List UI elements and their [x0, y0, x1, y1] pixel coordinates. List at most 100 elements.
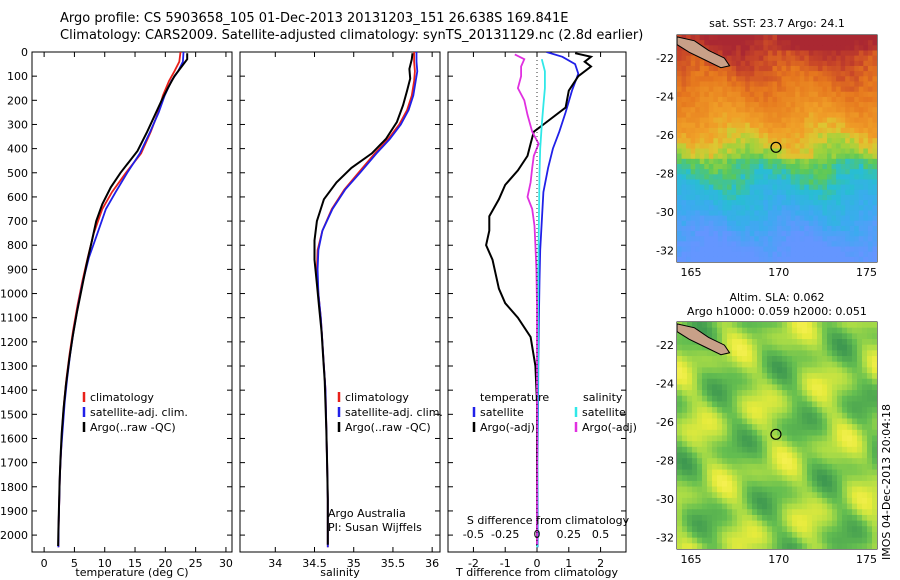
sla_map-cell: [782, 367, 788, 374]
sst_map-cell: [722, 35, 728, 41]
sla_map-cell: [762, 384, 768, 391]
sst_map-cell: [817, 122, 824, 129]
sst_map-cell: [772, 231, 778, 237]
sst_map-cell: [745, 231, 751, 237]
sla_map-cell: [792, 435, 798, 442]
sst_map-cell: [786, 163, 792, 170]
sla_map-cell: [822, 344, 828, 351]
sst_map-cell: [831, 236, 837, 242]
sst_map-cell: [754, 91, 760, 98]
sla_map-cell: [772, 497, 778, 505]
sst_map-cell: [863, 189, 869, 196]
sst_map-cell: [690, 96, 696, 103]
sla_map-cell: [827, 378, 833, 386]
sst_map-cell: [731, 179, 737, 186]
sst_map-cell: [736, 91, 742, 98]
sst_map-cell: [677, 81, 683, 88]
sla_map-cell: [697, 520, 703, 527]
sst_map-cell: [790, 107, 796, 113]
sst_map-cell: [799, 45, 805, 52]
sst_map-cell: [777, 194, 783, 201]
sst_map-cell: [686, 220, 692, 227]
sst_map-cell: [781, 179, 787, 186]
sla_map-cell: [747, 418, 753, 425]
sst_map-cell: [727, 225, 733, 232]
sst_map-cell: [790, 231, 796, 237]
sla_map-cell: [727, 418, 733, 425]
sst_map-cell: [717, 81, 724, 88]
sst_map-cell: [799, 225, 805, 232]
sst_map-cell: [704, 184, 710, 191]
sla_map-cell: [812, 503, 818, 510]
sst_map-cell: [677, 205, 683, 212]
sst_map-cell: [754, 256, 760, 262]
sst_map-cell: [758, 236, 764, 242]
sst_map-cell: [831, 76, 837, 83]
sst_map-cell: [699, 246, 705, 253]
sla_map-cell: [722, 514, 728, 522]
sla_map-cell: [762, 492, 768, 499]
sst_map-cell: [836, 117, 842, 124]
sst_map-cell: [795, 174, 801, 181]
sst_map-cell: [867, 102, 874, 108]
sla_map-cell: [812, 322, 818, 329]
sla_map-cell: [787, 509, 793, 516]
sst_map-cell: [849, 194, 855, 201]
sst_map-cell: [758, 158, 764, 165]
sst_map-cell: [799, 163, 805, 170]
sst_map-cell: [863, 35, 869, 41]
sst_map-cell: [781, 122, 787, 129]
sla_map-cell: [817, 344, 823, 351]
sst_map-cell: [817, 133, 824, 139]
sla_map-cell: [862, 390, 868, 397]
sst_map-cell: [831, 148, 837, 155]
sla_map-cell: [697, 384, 703, 391]
sla_map-cell: [787, 322, 793, 329]
sst_map-cell: [813, 50, 819, 57]
sst_map-cell: [804, 251, 810, 258]
sst_map-cell: [690, 215, 696, 222]
sst_map-cell: [813, 117, 819, 124]
sla_map-cell: [772, 344, 778, 351]
sla_map-cell: [687, 390, 693, 397]
sla_map-cell: [867, 492, 873, 499]
sst_map-cell: [845, 107, 851, 113]
sst_map-cell: [849, 60, 855, 67]
sla_map-cell: [732, 475, 738, 482]
sla_map-cell: [857, 463, 863, 471]
sst_map-cell: [831, 127, 837, 134]
sla_map-cell: [852, 333, 858, 340]
sla_map-cell: [822, 395, 828, 403]
sla_map-cell: [682, 339, 688, 346]
sla_map-cell: [787, 543, 793, 549]
sst_map-cell: [822, 163, 828, 170]
sla_map-cell: [687, 526, 693, 533]
sst_map-cell: [836, 50, 842, 57]
sla_map-cell: [762, 378, 768, 386]
sla_map-cell: [682, 475, 688, 482]
sla_map-cell: [832, 412, 838, 420]
sst_map-cell: [772, 148, 778, 155]
sst_map-cell: [845, 256, 851, 262]
sst_map-cell: [799, 251, 805, 258]
sst_map-cell: [845, 71, 851, 77]
sst_map-cell: [772, 236, 778, 242]
depth-tick-label: 1900: [0, 505, 28, 518]
sst_map-cell: [827, 231, 833, 237]
sst_map-cell: [790, 133, 796, 139]
sst_map-cell: [795, 215, 801, 222]
sst_map-cell: [840, 256, 846, 262]
sst_map-cell: [795, 158, 801, 165]
sst_map-cell: [840, 60, 846, 67]
sla_map-cell: [767, 407, 773, 414]
sla_map-cell: [687, 446, 693, 454]
sst_map-cell: [781, 256, 787, 262]
sst_map-cell: [804, 143, 810, 150]
sst_map-cell: [863, 122, 869, 129]
sst_map-cell: [804, 205, 810, 212]
sla_map-cell: [817, 350, 823, 357]
sst_map-cell: [745, 210, 751, 217]
sla_map-cell: [857, 469, 863, 476]
sla_map-cell: [732, 531, 738, 539]
sst_map-cell: [754, 241, 760, 248]
